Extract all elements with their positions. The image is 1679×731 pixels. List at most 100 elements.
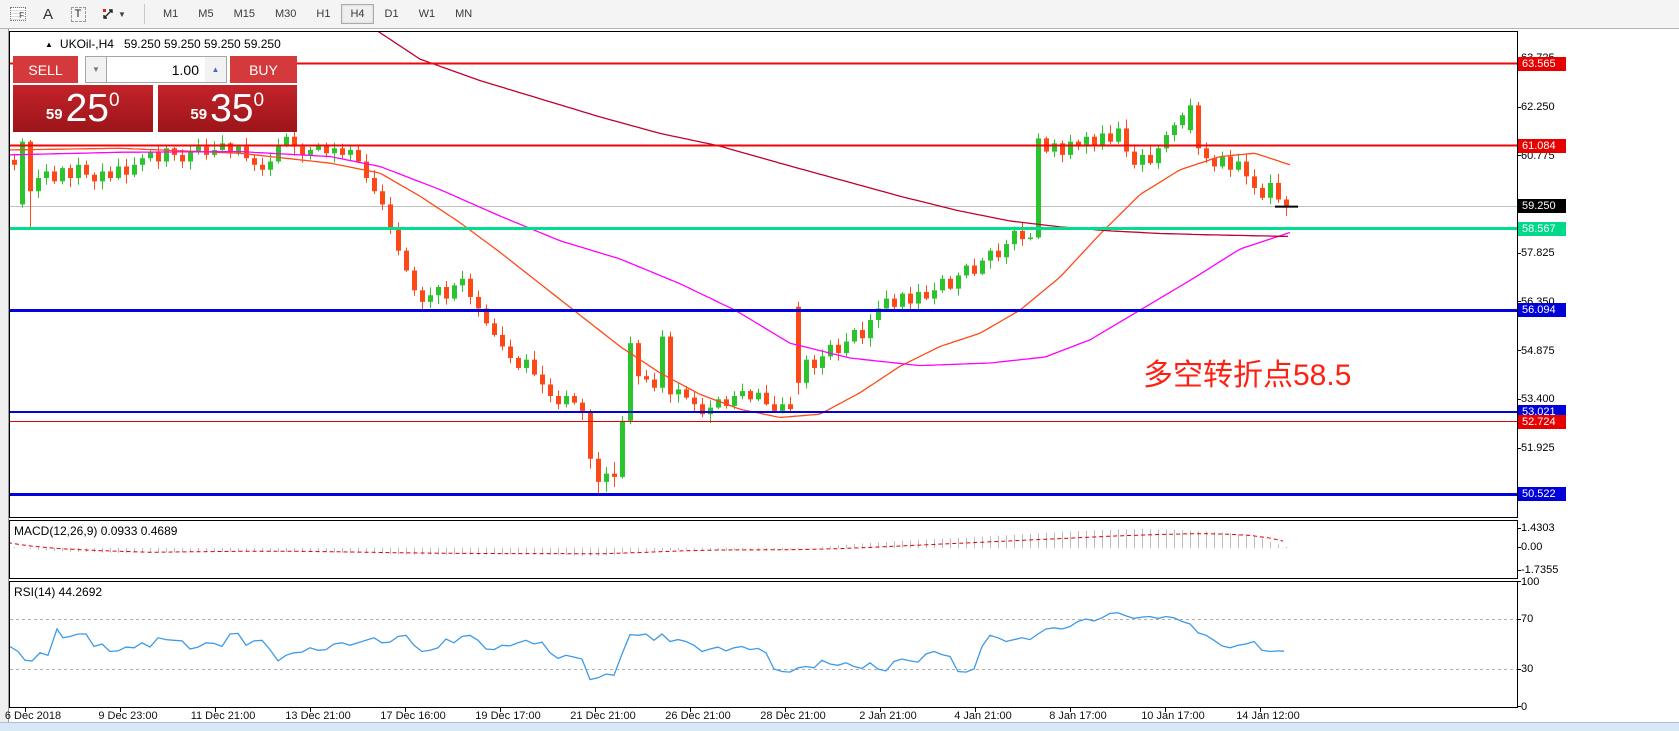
volume-input[interactable]: 1.00 bbox=[107, 56, 205, 83]
volume-increase-button[interactable]: ▲ bbox=[205, 56, 227, 83]
macd-tick-mark bbox=[1517, 569, 1521, 571]
time-tick-label: 4 Jan 21:00 bbox=[954, 710, 1012, 722]
time-tick-label: 26 Dec 21:00 bbox=[665, 710, 731, 722]
timeframe-m5[interactable]: M5 bbox=[198, 8, 214, 20]
macd-tick-mark bbox=[1517, 546, 1521, 548]
timeframe-m15[interactable]: M15 bbox=[233, 8, 255, 20]
time-tick-mark bbox=[310, 708, 311, 712]
rsi-scale-label: 30 bbox=[1521, 663, 1534, 675]
macd-chart bbox=[10, 529, 1287, 557]
symbol-header: ▲ UKOil-,H4 59.250 59.250 59.250 59.250 bbox=[45, 37, 281, 51]
price-level-badge: 56.094 bbox=[1518, 303, 1566, 318]
timeframe-buttons: M1 M5 M15 M30 H1 H4 D1 W1 MN bbox=[153, 4, 482, 24]
volume-decrease-button[interactable]: ▼ bbox=[85, 56, 107, 83]
macd-label: MACD(12,26,9) 0.0933 0.4689 bbox=[14, 524, 178, 538]
rsi-tick-mark bbox=[1517, 668, 1521, 670]
macd-tick-mark bbox=[1517, 527, 1521, 529]
timeframe-m30[interactable]: M30 bbox=[274, 8, 297, 20]
objects-arrows-icon[interactable]: ▼ bbox=[96, 3, 130, 25]
buy-button[interactable]: BUY bbox=[230, 56, 297, 83]
rsi-label: RSI(14) 44.2692 bbox=[14, 585, 103, 599]
time-tick-mark bbox=[500, 708, 501, 712]
buy-price-prefix: 59 bbox=[190, 106, 208, 123]
time-tick-label: 9 Dec 23:00 bbox=[98, 710, 158, 722]
text-box-icon[interactable]: T bbox=[66, 3, 90, 25]
macd-scale-label: -1.7355 bbox=[1521, 564, 1559, 577]
timeframe-mn[interactable]: MN bbox=[455, 8, 473, 20]
font-a-icon[interactable]: A bbox=[42, 5, 53, 23]
price-tick-label: 54.875 bbox=[1521, 344, 1555, 357]
price-level-badge: 59.250 bbox=[1518, 199, 1566, 214]
price-tick-label: 57.825 bbox=[1521, 247, 1555, 260]
dropdown-caret-icon: ▼ bbox=[118, 9, 126, 19]
price-tick-mark bbox=[1517, 155, 1521, 157]
time-tick-label: 14 Jan 12:00 bbox=[1236, 710, 1300, 722]
price-tick-mark bbox=[1517, 301, 1521, 303]
toolbar: F A T ▼ M1 M5 M15 M30 H1 H4 D1 W1 MN bbox=[0, 0, 1679, 29]
collapse-triangle-icon[interactable]: ▲ bbox=[45, 39, 53, 49]
time-tick-mark bbox=[120, 708, 121, 712]
rsi-scale-label: 0 bbox=[1521, 700, 1528, 713]
price-level-badge: 52.724 bbox=[1518, 414, 1566, 429]
time-tick-mark bbox=[1070, 708, 1071, 712]
timeframe-d1[interactable]: D1 bbox=[384, 8, 399, 20]
macd-pane[interactable]: MACD(12,26,9) 0.0933 0.4689 bbox=[9, 520, 1518, 579]
price-level-badge: 50.522 bbox=[1518, 487, 1566, 502]
price-tick-mark bbox=[1517, 106, 1521, 108]
time-tick-mark bbox=[25, 708, 26, 712]
price-tick-label: 53.400 bbox=[1521, 393, 1555, 406]
time-tick-mark bbox=[690, 708, 691, 712]
time-tick-mark bbox=[215, 708, 216, 712]
sell-price-prefix: 59 bbox=[45, 106, 63, 123]
chart-grid-icon[interactable]: F bbox=[6, 3, 30, 25]
time-tick-label: 11 Dec 21:00 bbox=[190, 710, 256, 722]
buy-price-button[interactable]: 59 35 0 bbox=[157, 85, 297, 132]
time-tick-label: 28 Dec 21:00 bbox=[760, 710, 826, 722]
price-level-badge: 63.565 bbox=[1518, 56, 1566, 71]
time-tick-label: 17 Dec 16:00 bbox=[380, 710, 446, 722]
macd-scale-label: 1.4303 bbox=[1521, 522, 1555, 535]
rsi-pane[interactable]: RSI(14) 44.2692 bbox=[9, 581, 1518, 708]
time-tick-mark bbox=[595, 708, 596, 712]
time-tick-mark bbox=[1260, 708, 1261, 712]
rsi-tick-mark bbox=[1517, 706, 1521, 707]
price-level-badge: 61.084 bbox=[1518, 138, 1566, 153]
toolbar-separator bbox=[144, 4, 145, 24]
timeframe-w1[interactable]: W1 bbox=[418, 8, 436, 20]
time-tick-mark bbox=[405, 708, 406, 712]
price-tick-mark bbox=[1517, 447, 1521, 449]
price-tick-label: 60.775 bbox=[1521, 149, 1555, 162]
symbol-name: UKOil-,H4 bbox=[59, 37, 114, 51]
rsi-tick-mark bbox=[1517, 581, 1521, 582]
sell-price-sup: 0 bbox=[109, 89, 120, 111]
time-tick-mark bbox=[1165, 708, 1166, 712]
time-tick-label: 19 Dec 17:00 bbox=[475, 710, 541, 722]
price-tick-label: 62.250 bbox=[1521, 101, 1555, 113]
timeframe-h4[interactable]: H4 bbox=[341, 4, 374, 24]
left-splitter-strip[interactable] bbox=[0, 29, 9, 722]
sell-price-button[interactable]: 59 25 0 bbox=[13, 85, 153, 132]
buy-price-main: 35 bbox=[210, 87, 254, 130]
time-tick-label: 6 Dec 2018 bbox=[4, 710, 62, 722]
sell-button[interactable]: SELL bbox=[13, 56, 78, 83]
timeframe-h1[interactable]: H1 bbox=[316, 8, 331, 20]
ohlc-values: 59.250 59.250 59.250 59.250 bbox=[123, 37, 281, 51]
price-tick-mark bbox=[1517, 398, 1521, 400]
sell-price-main: 25 bbox=[65, 87, 109, 130]
price-level-badge: 58.567 bbox=[1518, 221, 1566, 236]
candlestick-chart bbox=[10, 32, 1517, 496]
buy-price-sup: 0 bbox=[253, 89, 265, 111]
timeframe-m1[interactable]: M1 bbox=[163, 8, 179, 20]
rsi-chart bbox=[10, 612, 1517, 681]
price-tick-label: 51.925 bbox=[1521, 442, 1555, 455]
time-tick-mark bbox=[785, 708, 786, 712]
time-tick-label: 13 Dec 21:00 bbox=[285, 710, 351, 722]
rsi-tick-mark bbox=[1517, 618, 1521, 620]
chart-annotation-text: 多空转折点58.5 bbox=[1143, 359, 1352, 392]
time-tick-mark bbox=[975, 708, 976, 712]
rsi-scale-label: 100 bbox=[1521, 575, 1540, 588]
status-bar bbox=[0, 722, 1679, 731]
arrows-glyph bbox=[103, 9, 113, 19]
time-tick-mark bbox=[880, 708, 881, 712]
